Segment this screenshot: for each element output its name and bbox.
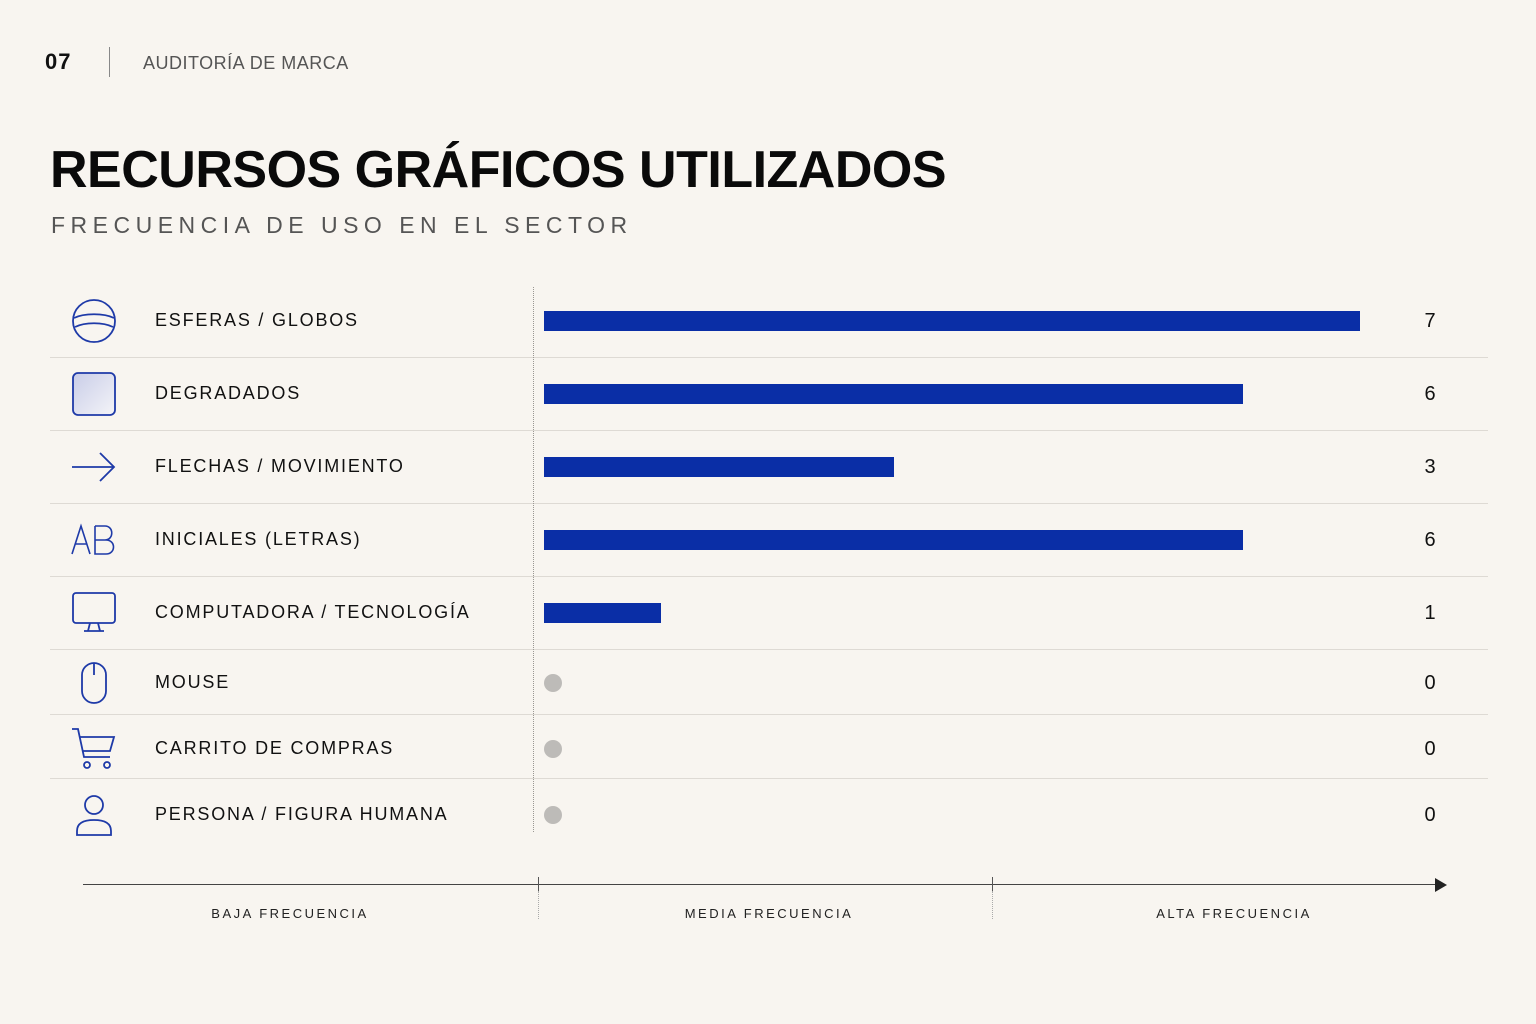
category-label: DEGRADADOS (155, 383, 302, 403)
page-title: RECURSOS GRÁFICOS UTILIZADOS (50, 141, 947, 199)
bar (544, 530, 1244, 550)
globe-icon (70, 297, 118, 345)
category-label: ESFERAS / GLOBOS (155, 310, 359, 330)
row-separator (50, 576, 1488, 577)
value-label: 1 (1424, 602, 1436, 624)
frequency-axis-line (83, 884, 1439, 885)
axis-tick-dotted-2 (992, 891, 993, 919)
page-number: 07 (45, 49, 72, 74)
axis-label-high: ALTA FRECUENCIA (1156, 906, 1312, 921)
axis-tick-1 (538, 877, 539, 891)
axis-tick-dotted-1 (538, 891, 539, 919)
row-separator (50, 503, 1488, 504)
section-label: AUDITORÍA DE MARCA (143, 53, 349, 73)
row-separator (50, 357, 1488, 358)
category-label: CARRITO DE COMPRAS (155, 738, 395, 758)
header-divider (109, 47, 110, 77)
bar (544, 457, 894, 477)
category-label: PERSONA / FIGURA HUMANA (155, 804, 449, 824)
category-label: COMPUTADORA / TECNOLOGÍA (155, 602, 471, 622)
value-label: 0 (1424, 804, 1436, 826)
computer-monitor-icon (70, 589, 118, 637)
row-separator (50, 714, 1488, 715)
zero-value-dot (544, 806, 562, 824)
value-label: 6 (1424, 383, 1436, 405)
gradient-square-icon (70, 370, 118, 418)
zero-value-dot (544, 674, 562, 692)
arrow-right-icon (70, 443, 118, 491)
category-label: FLECHAS / MOVIMIENTO (155, 456, 405, 476)
page-subtitle: FRECUENCIA DE USO EN EL SECTOR (51, 212, 633, 238)
row-separator (50, 430, 1488, 431)
person-icon (70, 791, 118, 839)
value-label: 6 (1424, 529, 1436, 551)
mouse-icon (70, 659, 118, 707)
bar (544, 311, 1360, 331)
value-label: 0 (1424, 738, 1436, 760)
value-label: 7 (1424, 310, 1436, 332)
category-label: MOUSE (155, 672, 231, 692)
row-separator (50, 649, 1488, 650)
chart-divider-line (533, 287, 534, 832)
axis-tick-2 (992, 877, 993, 891)
axis-label-medium: MEDIA FRECUENCIA (684, 906, 854, 921)
bar (544, 603, 661, 623)
shopping-cart-icon (70, 725, 118, 773)
bar (544, 384, 1244, 404)
value-label: 0 (1424, 672, 1436, 694)
value-label: 3 (1424, 456, 1436, 478)
category-label: INICIALES (LETRAS) (155, 529, 362, 549)
axis-label-low: BAJA FRECUENCIA (211, 906, 369, 921)
row-separator (50, 778, 1488, 779)
initials-ab-icon (70, 516, 118, 564)
zero-value-dot (544, 740, 562, 758)
frequency-axis-arrow (1435, 878, 1447, 892)
